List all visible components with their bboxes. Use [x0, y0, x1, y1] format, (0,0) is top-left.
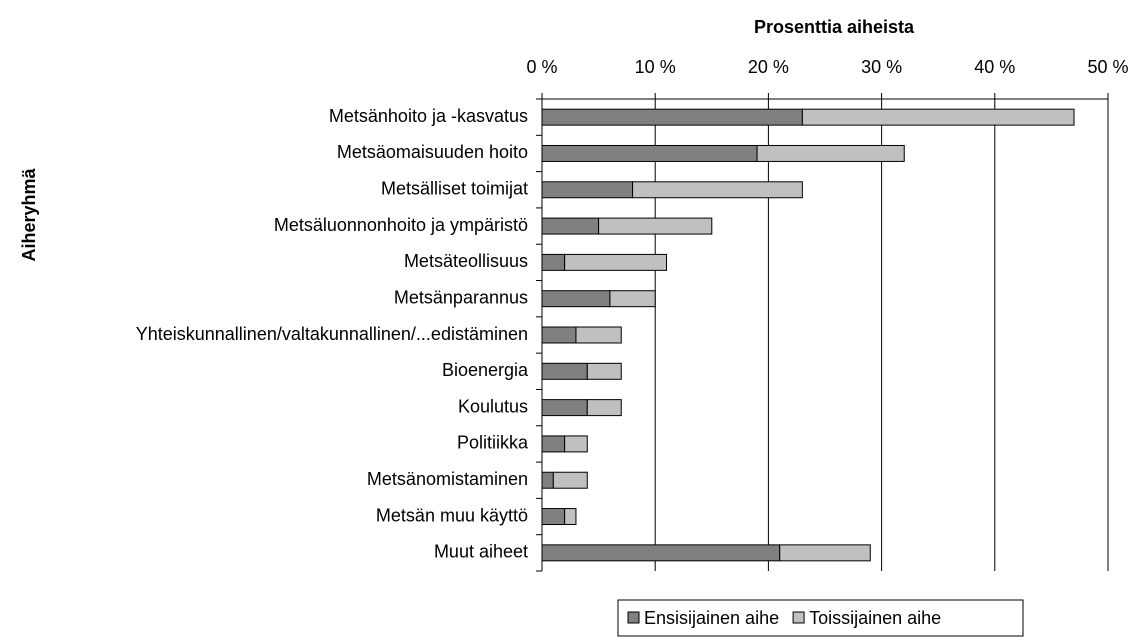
legend-label: Toissijainen aihe [809, 608, 941, 628]
y-tick-label: Metsäteollisuus [404, 251, 528, 271]
bar-segment [609, 290, 656, 308]
bar-segment [598, 217, 713, 235]
y-tick-label: Politiikka [457, 433, 529, 453]
bar-segment [541, 108, 803, 126]
y-tick-label: Yhteiskunnallinen/valtakunnallinen/...ed… [136, 324, 528, 344]
legend-label: Ensisijainen aihe [644, 608, 779, 628]
bar-segment [541, 253, 566, 271]
y-axis-title: Aiheryhmä [19, 168, 39, 262]
bar-segment [541, 435, 566, 453]
x-tick-label: 40 % [974, 57, 1015, 77]
bar-segment [564, 508, 577, 526]
x-tick-label: 0 % [526, 57, 557, 77]
bar-segment [756, 144, 905, 162]
legend-swatch [792, 611, 805, 624]
y-tick-label: Metsäomaisuuden hoito [337, 142, 528, 162]
bar-segment [541, 290, 611, 308]
bar-segment [564, 253, 668, 271]
bar-segment [586, 399, 622, 417]
bar-segment [541, 326, 577, 344]
bar-segment [541, 362, 588, 380]
bar-segment [541, 471, 554, 489]
legend-swatch [627, 611, 640, 624]
bar-segment [586, 362, 622, 380]
y-tick-label: Metsäluonnonhoito ja ympäristö [274, 215, 528, 235]
y-tick-label: Koulutus [458, 396, 528, 416]
x-tick-label: 50 % [1087, 57, 1128, 77]
bar-segment [541, 508, 566, 526]
y-tick-label: Metsänhoito ja -kasvatus [329, 106, 528, 126]
x-tick-label: 30 % [861, 57, 902, 77]
bar-segment [564, 435, 588, 453]
bar-segment [541, 144, 758, 162]
bar-segment [541, 544, 781, 562]
bar-segment [541, 181, 634, 199]
y-tick-label: Metsänparannus [394, 287, 528, 307]
y-tick-label: Muut aiheet [434, 542, 528, 562]
y-tick-label: Metsänomistaminen [367, 469, 528, 489]
x-tick-label: 20 % [748, 57, 789, 77]
bar-segment [575, 326, 622, 344]
y-tick-label: Metsälliset toimijat [381, 179, 528, 199]
bar-segment [632, 181, 803, 199]
y-tick-label: Bioenergia [442, 360, 529, 380]
y-tick-label: Metsän muu käyttö [376, 505, 528, 525]
x-tick-label: 10 % [635, 57, 676, 77]
bar-segment [552, 471, 588, 489]
x-axis-title: Prosenttia aiheista [754, 17, 915, 37]
bar-segment [541, 399, 588, 417]
bar-segment [779, 544, 871, 562]
bar-segment [801, 108, 1075, 126]
bar-segment [541, 217, 600, 235]
legend-box [617, 599, 1024, 637]
